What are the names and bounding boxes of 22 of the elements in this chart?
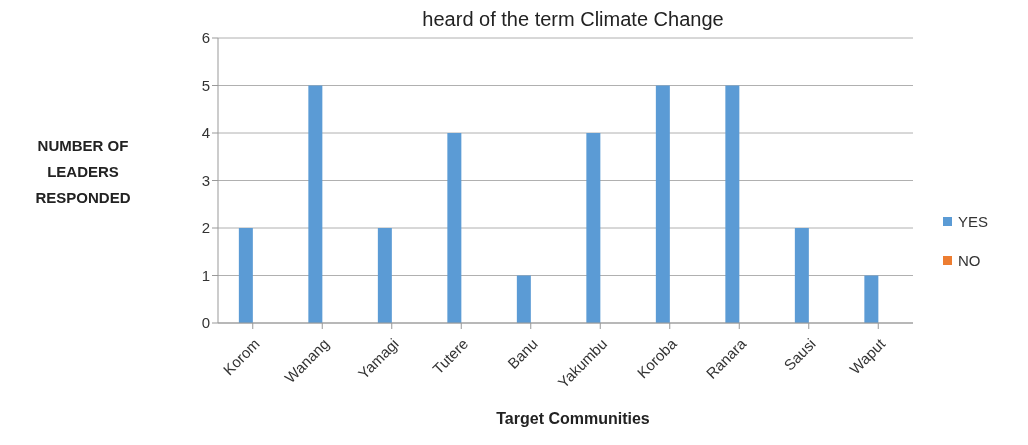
bar bbox=[308, 85, 323, 323]
bar bbox=[586, 133, 601, 323]
x-axis-title: Target Communities bbox=[495, 410, 651, 428]
y-tick-label: 5 bbox=[201, 76, 210, 94]
y-tick-label: 4 bbox=[201, 124, 210, 142]
bar bbox=[238, 228, 253, 323]
bar bbox=[447, 133, 462, 323]
y-tick-label: 3 bbox=[201, 171, 210, 189]
y-axis-title: NUMBER OF LEADERS RESPONDED bbox=[34, 136, 132, 208]
bar bbox=[864, 275, 879, 323]
bar bbox=[655, 85, 670, 323]
chart-title: heard of the term Climate Change bbox=[421, 8, 725, 31]
bar bbox=[794, 228, 809, 323]
bar bbox=[516, 275, 531, 323]
bar bbox=[377, 228, 392, 323]
y-tick-label: 2 bbox=[201, 219, 210, 237]
y-tick-label: 0 bbox=[201, 314, 210, 332]
y-tick-label: 1 bbox=[201, 266, 210, 284]
y-tick-label: 6 bbox=[201, 29, 210, 47]
legend-label: YES bbox=[958, 213, 989, 230]
bar bbox=[725, 85, 740, 323]
legend-label: NO bbox=[958, 252, 981, 269]
